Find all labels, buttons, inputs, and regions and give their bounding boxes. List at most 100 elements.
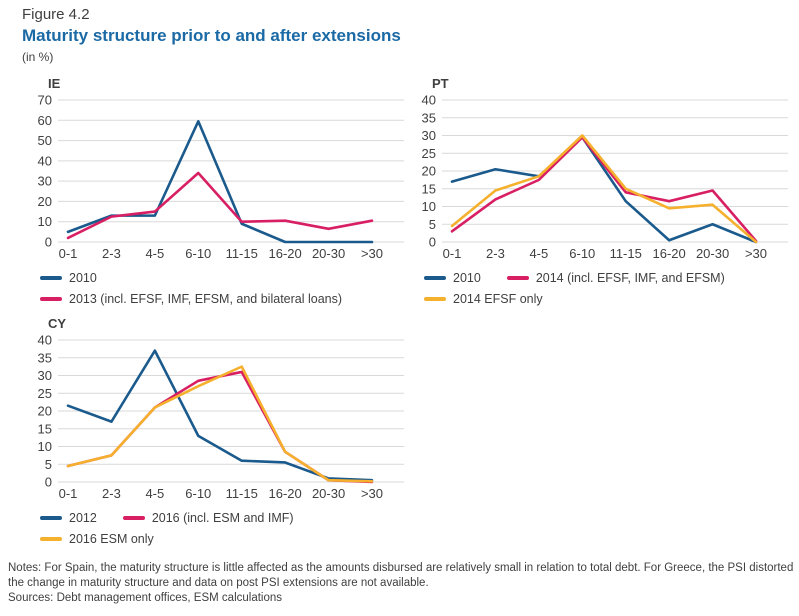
- chart-pt-title: PT: [432, 76, 449, 91]
- y-tick-label: 35: [38, 350, 52, 365]
- x-tick-label: 16-20: [269, 246, 302, 261]
- legend-item: 2010: [40, 271, 97, 285]
- series-line: [450, 134, 758, 244]
- legend-label: 2014 (incl. EFSF, IMF, and EFSM): [535, 271, 725, 285]
- line-plot-pt: 0 5 10 15 20 25 30 35 40 0-1 2-3 4-5 6-10 11-15 16-20 2…: [422, 93, 788, 261]
- x-tick-label: 16-20: [653, 246, 686, 261]
- y-tick-label: 30: [422, 128, 436, 143]
- legend-item: 2012: [40, 511, 97, 525]
- x-tick-label: 2-3: [102, 486, 121, 501]
- y-tick-label: 25: [38, 386, 52, 401]
- y-tick-label: 10: [38, 439, 52, 454]
- x-tick-label: 2-3: [486, 246, 505, 261]
- y-tick-label: 40: [38, 333, 52, 348]
- y-tick-label: 20: [422, 164, 436, 179]
- notes-text: Notes: For Spain, the maturity structure…: [8, 562, 794, 589]
- x-tick-label: 6-10: [185, 246, 211, 261]
- chart-pt: PT 0 5 10 15 20 25 30 35 40 0-1 2-3 4-5 6-10 11-15 16-…: [406, 76, 794, 306]
- x-tick-label: 0-1: [59, 486, 78, 501]
- y-tick-label: 30: [38, 368, 52, 383]
- figure-header: Figure 4.2 Maturity structure prior to a…: [22, 6, 401, 64]
- x-tick-label: 4-5: [145, 486, 164, 501]
- legend-label: 2010: [69, 271, 97, 285]
- y-tick-label: 0: [429, 235, 436, 250]
- y-tick-label: 50: [38, 133, 52, 148]
- series-line: [66, 349, 374, 482]
- legend-ie: 2010 2013 (incl. EFSF, IMF, EFSM, and bil…: [40, 271, 402, 306]
- legend-label: 2016 ESM only: [69, 532, 154, 546]
- figure-title: Maturity structure prior to and after ex…: [22, 26, 401, 45]
- legend-label: 2016 (incl. ESM and IMF): [151, 511, 294, 525]
- x-tick-label: 16-20: [269, 486, 302, 501]
- x-tick-label: >30: [361, 246, 383, 261]
- series-line: [450, 135, 758, 244]
- y-tick-label: 70: [38, 93, 52, 108]
- x-tick-label: >30: [745, 246, 767, 261]
- y-tick-label: 20: [38, 194, 52, 209]
- y-tick-label: 15: [422, 181, 436, 196]
- x-tick-label: 0-1: [443, 246, 462, 261]
- figure-footer: Notes: For Spain, the maturity structure…: [8, 561, 794, 606]
- chart-ie-title: IE: [48, 76, 61, 91]
- y-tick-label: 15: [38, 421, 52, 436]
- x-tick-label: 4-5: [529, 246, 548, 261]
- y-tick-label: 60: [38, 113, 52, 128]
- legend-swatch: [40, 537, 62, 541]
- sources-text: Sources: Debt management offices, ESM ca…: [8, 591, 283, 604]
- y-tick-label: 10: [38, 214, 52, 229]
- line-plot-cy: 0 5 10 15 20 25 30 35 40 0-1 2-3 4-5 6-10 11-15 16-20 2…: [38, 333, 404, 501]
- y-tick-label: 20: [38, 404, 52, 419]
- legend-item: 2014 (incl. EFSF, IMF, and EFSM): [506, 271, 725, 285]
- y-tick-label: 10: [422, 199, 436, 214]
- y-tick-label: 35: [422, 110, 436, 125]
- y-tick-label: 5: [45, 457, 52, 472]
- line-plot-ie: 0 10 20 30 40 50 60 70 0-1 2-3 4-5 6-10 11-15 16-20 20…: [38, 93, 404, 261]
- legend-swatch: [506, 276, 529, 280]
- x-tick-label: 20-30: [312, 246, 345, 261]
- legend-swatch: [122, 516, 145, 520]
- x-tick-label: 11-15: [226, 246, 258, 261]
- legend-item: 2016 ESM only: [40, 532, 154, 546]
- legend-label: 2013 (incl. EFSF, IMF, EFSM, and bilater…: [69, 292, 343, 306]
- x-tick-label: 0-1: [59, 246, 78, 261]
- y-tick-label: 40: [38, 153, 52, 168]
- series-line: [66, 365, 374, 483]
- x-tick-label: 2-3: [102, 246, 121, 261]
- x-tick-label: 20-30: [312, 486, 345, 501]
- x-tick-label: 6-10: [185, 486, 211, 501]
- legend-item: 2010: [424, 271, 481, 285]
- y-tick-label: 0: [45, 475, 52, 490]
- y-tick-label: 0: [45, 235, 52, 250]
- legend-pt: 2010 2014 (incl. EFSF, IMF, and EFSM) 2014…: [424, 271, 786, 306]
- x-tick-label: >30: [361, 486, 383, 501]
- y-tick-label: 40: [422, 93, 436, 108]
- legend-label: 2010: [453, 271, 481, 285]
- legend-swatch: [424, 276, 446, 280]
- legend-item: 2013 (incl. EFSF, IMF, EFSM, and bilater…: [40, 292, 342, 306]
- y-tick-label: 5: [429, 217, 436, 232]
- x-tick-label: 4-5: [145, 246, 164, 261]
- legend-item: 2014 EFSF only: [424, 292, 543, 306]
- x-tick-label: 11-15: [610, 246, 642, 261]
- series-line: [66, 171, 374, 240]
- legend-cy: 2012 2016 (incl. ESM and IMF) 2016 ESM onl…: [40, 511, 402, 546]
- x-tick-label: 20-30: [696, 246, 729, 261]
- series-line: [66, 119, 374, 244]
- legend-swatch: [40, 276, 62, 280]
- series-line: [450, 135, 758, 243]
- series-line: [66, 370, 374, 484]
- x-tick-label: 6-10: [569, 246, 595, 261]
- legend-swatch: [424, 297, 446, 301]
- chart-cy-title: CY: [48, 316, 67, 331]
- legend-swatch: [40, 297, 62, 301]
- legend-label: 2012: [69, 511, 97, 525]
- y-tick-label: 30: [38, 174, 52, 189]
- chart-cy: CY 0 5 10 15 20 25 30 35 40 0-1 2-3 4-5 6-10 11-15 16-…: [22, 316, 410, 546]
- figure-unit-label: (in %): [22, 50, 54, 64]
- chart-ie: IE 0 10 20 30 40 50 60 70 0-1 2-3 4-5 6-10 11-15 16-2…: [22, 76, 410, 306]
- x-tick-label: 11-15: [226, 486, 258, 501]
- legend-label: 2014 EFSF only: [453, 292, 543, 306]
- y-tick-label: 25: [422, 146, 436, 161]
- legend-item: 2016 (incl. ESM and IMF): [122, 511, 294, 525]
